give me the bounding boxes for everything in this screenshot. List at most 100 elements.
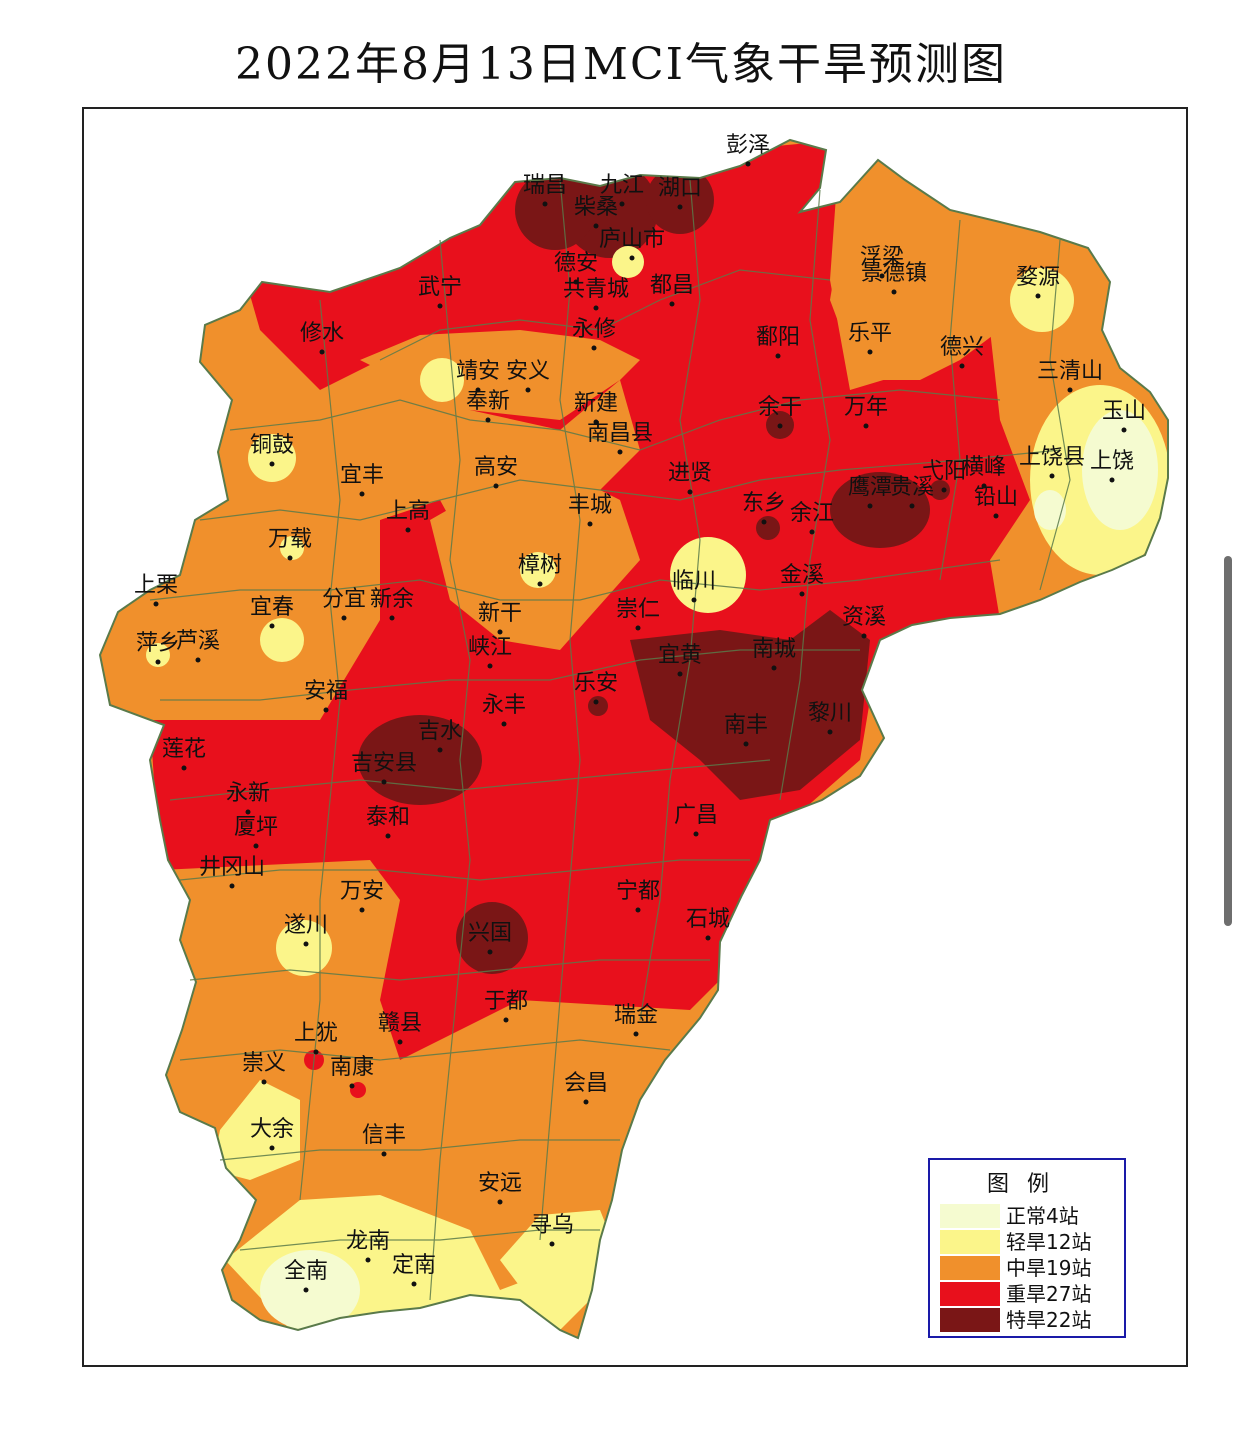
- legend-swatch: [940, 1230, 1000, 1254]
- city-label: 永新: [226, 781, 270, 806]
- city-label: 景德镇: [861, 261, 927, 286]
- city-label: 永丰: [482, 693, 526, 718]
- city-label: 龙南: [346, 1229, 390, 1254]
- city-label: 宜丰: [340, 463, 384, 488]
- city-label: 南康: [330, 1055, 374, 1080]
- city-dot: [617, 449, 623, 455]
- city-label: 进贤: [668, 461, 712, 486]
- city-label: 湖口: [658, 176, 702, 201]
- city-dot: [777, 423, 783, 429]
- city-dot: [669, 301, 675, 307]
- city-dot: [537, 581, 543, 587]
- city-dot: [385, 833, 391, 839]
- city-label: 广昌: [674, 803, 718, 828]
- city-label: 修水: [300, 321, 344, 346]
- city-label: 井冈山: [199, 855, 265, 880]
- city-dot: [411, 1281, 417, 1287]
- map-legend: 图例 正常4站 轻旱12站 中旱19站 重旱27站 特旱22站: [928, 1158, 1126, 1338]
- legend-swatch: [940, 1256, 1000, 1280]
- city-dot: [633, 1031, 639, 1037]
- city-dot: [303, 1287, 309, 1293]
- legend-item: 中旱19站: [940, 1256, 1120, 1280]
- city-dot: [389, 615, 395, 621]
- city-label: 会昌: [564, 1071, 608, 1096]
- city-label: 萍乡: [136, 631, 180, 656]
- city-label: 莲花: [162, 737, 206, 762]
- city-dot: [981, 483, 987, 489]
- city-label: 宜黄: [658, 643, 702, 668]
- city-label: 高安: [474, 455, 518, 480]
- city-label: 乐平: [848, 321, 892, 346]
- city-label: 樟树: [518, 553, 562, 578]
- legend-label: 特旱22站: [1006, 1308, 1092, 1332]
- city-label: 崇仁: [616, 597, 660, 622]
- city-dot: [593, 305, 599, 311]
- city-dot: [313, 1049, 319, 1055]
- city-label: 万安: [340, 879, 384, 904]
- city-label: 横峰: [962, 455, 1006, 480]
- city-label: 新干: [478, 601, 522, 626]
- city-dot: [867, 349, 873, 355]
- city-label: 金溪: [780, 563, 824, 588]
- city-dot: [319, 349, 325, 355]
- city-label: 万载: [268, 527, 312, 552]
- city-dot: [287, 555, 293, 561]
- city-dot: [959, 363, 965, 369]
- city-label: 寻乌: [530, 1213, 574, 1238]
- city-dot: [155, 659, 161, 665]
- city-label: 玉山: [1102, 399, 1146, 424]
- city-dot: [629, 255, 635, 261]
- city-dot: [591, 345, 597, 351]
- city-dot: [475, 387, 481, 393]
- city-dot: [677, 671, 683, 677]
- city-label: 铜鼓: [250, 433, 294, 458]
- city-dot: [323, 707, 329, 713]
- city-dot: [525, 387, 531, 393]
- city-dot: [775, 353, 781, 359]
- city-label: 新建: [574, 391, 618, 416]
- city-label: 武宁: [418, 275, 462, 300]
- city-label: 乐安: [574, 671, 618, 696]
- city-dot: [253, 843, 259, 849]
- city-dot: [493, 483, 499, 489]
- city-dot: [861, 633, 867, 639]
- city-label: 婺源: [1016, 265, 1060, 290]
- city-dot: [359, 491, 365, 497]
- city-label: 崇义: [242, 1051, 286, 1076]
- city-dot: [635, 907, 641, 913]
- city-dot: [593, 223, 599, 229]
- city-label: 分宜: [322, 587, 366, 612]
- city-dot: [487, 663, 493, 669]
- city-dot: [269, 1145, 275, 1151]
- province-boundary: [98, 138, 1169, 1340]
- legend-item: 正常4站: [940, 1204, 1120, 1228]
- legend-label: 轻旱12站: [1006, 1230, 1092, 1254]
- city-label: 厦坪: [234, 815, 278, 840]
- city-label: 兴国: [468, 921, 512, 946]
- city-dot: [497, 1199, 503, 1205]
- city-dot: [181, 765, 187, 771]
- city-dot: [341, 615, 347, 621]
- city-dot: [485, 417, 491, 423]
- city-label: 鹰潭: [848, 475, 892, 500]
- city-label: 永修: [572, 317, 616, 342]
- city-dot: [573, 279, 579, 285]
- city-label: 上饶: [1090, 449, 1134, 474]
- city-label: 余干: [758, 395, 802, 420]
- city-label: 瑞金: [614, 1003, 658, 1028]
- city-dot: [745, 161, 751, 167]
- legend-swatch: [940, 1204, 1000, 1228]
- legend-swatch: [940, 1308, 1000, 1332]
- city-label: 黎川: [808, 701, 852, 726]
- city-label: 铅山: [974, 485, 1018, 510]
- city-dot: [501, 721, 507, 727]
- city-dot: [497, 629, 503, 635]
- legend-title: 图例: [986, 1172, 1067, 1197]
- city-label: 庐山市: [599, 227, 665, 252]
- city-dot: [693, 831, 699, 837]
- city-label: 吉水: [418, 719, 462, 744]
- vertical-scrollbar[interactable]: [1224, 556, 1232, 926]
- legend-label: 重旱27站: [1006, 1282, 1092, 1306]
